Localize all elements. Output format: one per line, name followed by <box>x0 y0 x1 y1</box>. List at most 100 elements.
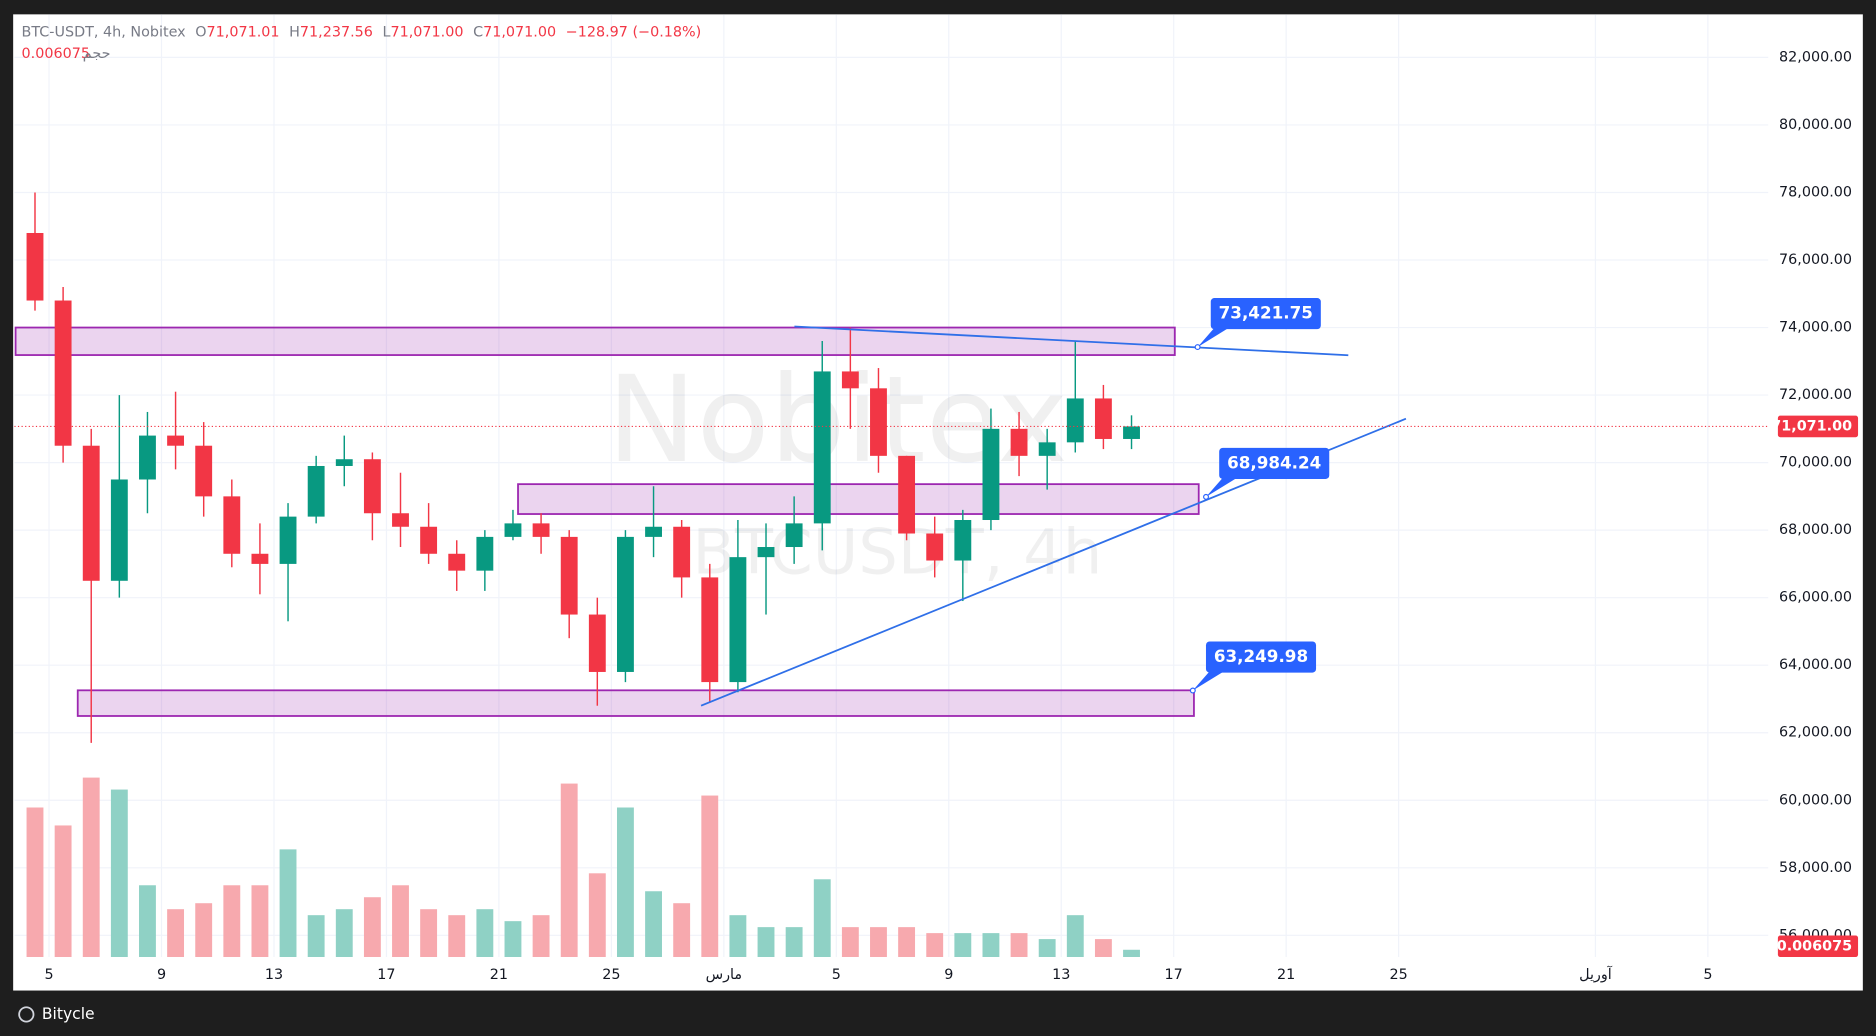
legend-volume-value: 0.006075 <box>22 46 90 62</box>
legend-volume: حجم0.006075 <box>22 46 111 62</box>
volume-bar <box>139 885 156 958</box>
candle-body <box>870 388 887 456</box>
candle-body <box>785 523 803 548</box>
volume-bar <box>813 879 831 958</box>
legend-ohlc-name: C <box>473 24 483 40</box>
legend-ohlc-value: 71,071.00 <box>483 24 556 40</box>
candle-body <box>560 536 578 615</box>
volume-bar <box>420 909 438 958</box>
candle-body <box>476 536 494 571</box>
candle-body <box>504 523 522 537</box>
legend-volume-name: حجم <box>83 46 111 62</box>
legend-symbol: BTC-USDT, 4h, Nobitex <box>22 24 187 40</box>
zone <box>517 483 1200 515</box>
volume-bar <box>195 903 213 958</box>
volume-bar <box>307 915 325 958</box>
candle-body <box>335 459 353 466</box>
volume-bar <box>279 849 297 958</box>
y-tick-label: 78,000.00 <box>1779 184 1852 200</box>
y-tick-label: 60,000.00 <box>1779 792 1852 808</box>
annotation-box <box>1205 641 1317 673</box>
volume-bar <box>1094 939 1112 958</box>
annotation-box <box>1210 298 1321 330</box>
candle-body <box>729 557 747 683</box>
x-tick-label: 5 <box>44 967 53 983</box>
volume-bar <box>645 891 662 958</box>
annotation-label: 68,984.24 <box>1227 452 1321 472</box>
annotation-anchor <box>1203 493 1210 500</box>
candle-body <box>223 496 241 554</box>
candle-body <box>813 371 831 524</box>
volume-bar <box>110 789 128 958</box>
candle-body <box>616 536 634 672</box>
x-tick-label: 13 <box>265 967 283 983</box>
y-tick-label: 62,000.00 <box>1779 725 1852 741</box>
volume-bar <box>729 915 747 958</box>
volume-bar <box>363 897 381 958</box>
candle-body <box>1094 398 1112 439</box>
x-tick-label: 21 <box>1277 967 1295 983</box>
x-tick-label: 25 <box>602 967 620 983</box>
candle-body <box>982 428 1000 521</box>
candle-body <box>54 300 72 446</box>
legend-change: −128.97 (−0.18%) <box>566 24 702 40</box>
volume-bar <box>701 795 719 958</box>
candle-body <box>954 520 972 561</box>
volume-bar <box>392 885 409 958</box>
candle-body <box>1010 428 1028 456</box>
legend-ohlc-name: H <box>289 24 300 40</box>
annotation-box <box>1219 447 1330 479</box>
candle-body <box>26 232 44 301</box>
x-tick-label: مارس <box>706 967 743 983</box>
x-tick-label: 9 <box>157 967 166 983</box>
volume-bar <box>26 807 44 958</box>
x-tick-label: 21 <box>490 967 508 983</box>
annotation-label: 63,249.98 <box>1214 646 1308 666</box>
legend-ohlc-value: 71,071.00 <box>391 24 464 40</box>
candle-body <box>363 459 381 514</box>
volume <box>26 777 1140 958</box>
volume-bar <box>1123 949 1140 958</box>
candle-body <box>167 435 185 446</box>
candle-body <box>195 445 213 497</box>
x-tick-label: آوریل <box>1579 965 1613 983</box>
y-tick-label: 64,000.00 <box>1779 657 1852 673</box>
y-tick-label: 68,000.00 <box>1779 522 1852 538</box>
candles <box>26 192 1140 743</box>
volume-bar <box>926 933 944 958</box>
annotations: 73,421.75 68,984.24 63,249.98 <box>1189 298 1330 694</box>
volume-bar <box>1010 933 1028 958</box>
candle-body <box>279 516 297 564</box>
volume-bar <box>954 933 972 958</box>
x-tick-label: 17 <box>377 967 395 983</box>
volume-bar <box>785 927 803 958</box>
candle-body <box>1123 426 1140 439</box>
volume-bar <box>532 915 550 958</box>
candle-body <box>1038 442 1056 456</box>
candle-body <box>841 371 859 389</box>
annotation-label: 73,421.75 <box>1219 303 1313 323</box>
x-tick-label: 5 <box>1703 967 1712 983</box>
y-tick-label: 66,000.00 <box>1779 590 1852 606</box>
x-tick-label: 5 <box>832 967 841 983</box>
candle-body <box>757 547 775 558</box>
candle-body <box>926 533 944 561</box>
volume-bar <box>1038 939 1056 958</box>
candle-body <box>898 455 916 534</box>
y-tick-label: 80,000.00 <box>1779 117 1852 133</box>
legend-ohlc-value: 71,071.01 <box>207 24 280 40</box>
candle-body <box>307 465 325 517</box>
candle-body <box>420 526 438 554</box>
x-tick-label: 9 <box>944 967 953 983</box>
footer: Bitycle <box>18 1005 95 1023</box>
y-tick-label: 74,000.00 <box>1779 320 1852 336</box>
footer-logo <box>18 1006 35 1023</box>
watermark-subtitle: BTCUSDT, 4h <box>692 515 1102 588</box>
volume-bar <box>588 873 606 958</box>
zone <box>14 326 1176 356</box>
volume-bar <box>82 777 100 958</box>
volume-bar <box>560 783 578 958</box>
candle-body <box>448 553 466 571</box>
volume-bar <box>870 927 887 958</box>
